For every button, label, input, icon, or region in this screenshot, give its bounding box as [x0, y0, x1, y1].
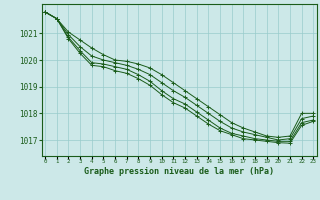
X-axis label: Graphe pression niveau de la mer (hPa): Graphe pression niveau de la mer (hPa)	[84, 167, 274, 176]
